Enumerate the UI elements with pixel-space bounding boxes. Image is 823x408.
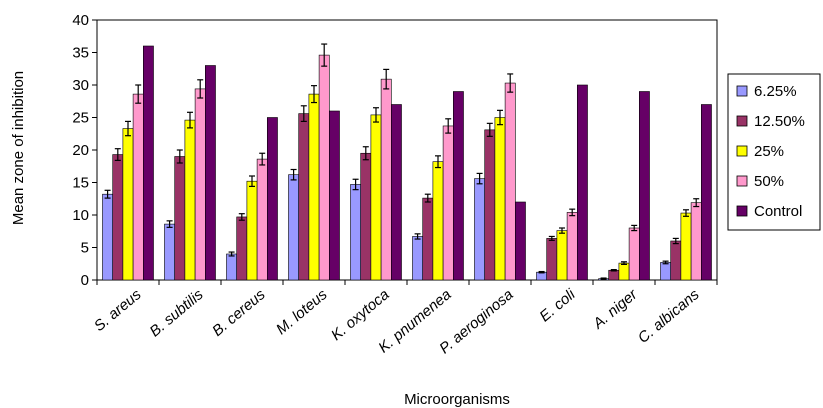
bar-e-coli-12-50 xyxy=(546,238,558,281)
x-tick-label-e-coli: E. coli xyxy=(536,286,579,326)
bar-k-oxytoca-12-50 xyxy=(360,152,372,281)
bar-a-niger-12-50 xyxy=(608,269,620,281)
y-tick-label: 35 xyxy=(72,45,89,62)
bar-k-pnumenea-control xyxy=(452,91,464,281)
legend-swatch-6-25 xyxy=(736,85,748,97)
legend-swatch-25 xyxy=(736,145,748,157)
x-tick-label-b-cereus: B. cereus xyxy=(209,286,269,340)
bar-b-subtilis-control xyxy=(205,65,216,281)
legend: 6.25% 12.50% 25% 50% Control xyxy=(727,73,821,231)
bar-m-loteus-6-25 xyxy=(288,174,299,281)
legend-label-50: 50% xyxy=(754,173,784,190)
bar-a-niger-control xyxy=(638,91,650,281)
bar-s-areus-12-50 xyxy=(112,154,124,281)
legend-swatch-50 xyxy=(736,175,748,187)
bar-k-pnumenea-50 xyxy=(442,125,454,281)
bar-a-niger-50 xyxy=(628,227,640,281)
bar-e-coli-50 xyxy=(566,212,578,281)
bar-m-loteus-50 xyxy=(318,54,330,281)
plot-area: 0 5 10 15 20 25 30 35 40 S. areus B. subtilis B. ce… xyxy=(72,12,718,357)
y-tick-label: 25 xyxy=(72,110,89,127)
x-tick-label-b-subtilis: B. subtilis xyxy=(146,286,206,341)
y-tick-label: 0 xyxy=(81,272,89,289)
bar-p-aeroginosa-control xyxy=(514,201,526,281)
bar-c-albicans-12-50 xyxy=(670,240,682,281)
bar-m-loteus-control xyxy=(328,110,340,281)
bar-s-areus-control xyxy=(143,45,154,281)
bar-a-niger-25 xyxy=(618,262,630,281)
bar-k-pnumenea-6-25 xyxy=(412,236,423,281)
bar-p-aeroginosa-6-25 xyxy=(474,178,485,281)
bar-s-areus-25 xyxy=(122,128,134,281)
y-tick-label: 30 xyxy=(72,77,89,94)
bar-k-oxytoca-25 xyxy=(370,114,382,281)
bar-k-pnumenea-25 xyxy=(432,161,444,281)
y-tick-label: 10 xyxy=(72,207,89,224)
x-tick-label-c-albicans: C. albicans xyxy=(635,286,703,347)
bar-m-loteus-12-50 xyxy=(298,113,310,281)
bar-b-subtilis-50 xyxy=(194,88,206,281)
bar-s-areus-6-25 xyxy=(102,193,113,281)
bar-b-subtilis-12-50 xyxy=(174,156,186,281)
x-tick-label-s-areus: S. areus xyxy=(91,286,145,335)
bar-b-cereus-50 xyxy=(256,158,268,281)
y-axis-title: Mean zone of inhibition xyxy=(10,71,27,225)
bar-k-oxytoca-50 xyxy=(380,78,392,281)
bar-p-aeroginosa-25 xyxy=(494,117,506,281)
legend-label-25: 25% xyxy=(754,143,784,160)
bar-c-albicans-50 xyxy=(690,202,702,281)
bar-p-aeroginosa-50 xyxy=(504,82,516,281)
bar-b-subtilis-25 xyxy=(184,119,196,281)
legend-swatch-control xyxy=(736,205,748,217)
bar-k-oxytoca-6-25 xyxy=(350,184,361,281)
bar-k-pnumenea-12-50 xyxy=(422,197,434,281)
legend-label-control: Control xyxy=(754,203,802,220)
x-axis-title: Microorganisms xyxy=(404,391,510,408)
x-tick-label-m-loteus: M. loteus xyxy=(273,286,331,338)
legend-label-12-50: 12.50% xyxy=(754,113,805,130)
bar-e-coli-control xyxy=(576,84,588,281)
bar-p-aeroginosa-12-50 xyxy=(484,129,496,281)
bar-b-cereus-control xyxy=(266,117,278,281)
legend-swatch-12-50 xyxy=(736,115,748,127)
y-tick-label: 15 xyxy=(72,175,89,192)
bar-b-subtilis-6-25 xyxy=(164,223,175,281)
bar-c-albicans-6-25 xyxy=(660,262,671,281)
bar-c-albicans-control xyxy=(700,104,712,281)
bar-b-cereus-25 xyxy=(246,180,258,281)
legend-label-6-25: 6.25% xyxy=(754,83,797,100)
x-tick-label-k-oxytoca: K. oxytoca xyxy=(328,286,393,344)
y-tick-label: 5 xyxy=(81,240,89,257)
bar-m-loteus-25 xyxy=(308,93,320,281)
bar-s-areus-50 xyxy=(132,93,144,281)
y-tick-label: 20 xyxy=(72,142,89,159)
bar-k-oxytoca-control xyxy=(390,104,402,281)
x-tick-label-a-niger: A. niger xyxy=(589,285,641,333)
bar-c-albicans-25 xyxy=(680,212,692,281)
bar-b-cereus-12-50 xyxy=(236,216,248,281)
bar-e-coli-25 xyxy=(556,230,568,281)
bar-b-cereus-6-25 xyxy=(226,253,237,281)
y-tick-label: 40 xyxy=(72,12,89,29)
